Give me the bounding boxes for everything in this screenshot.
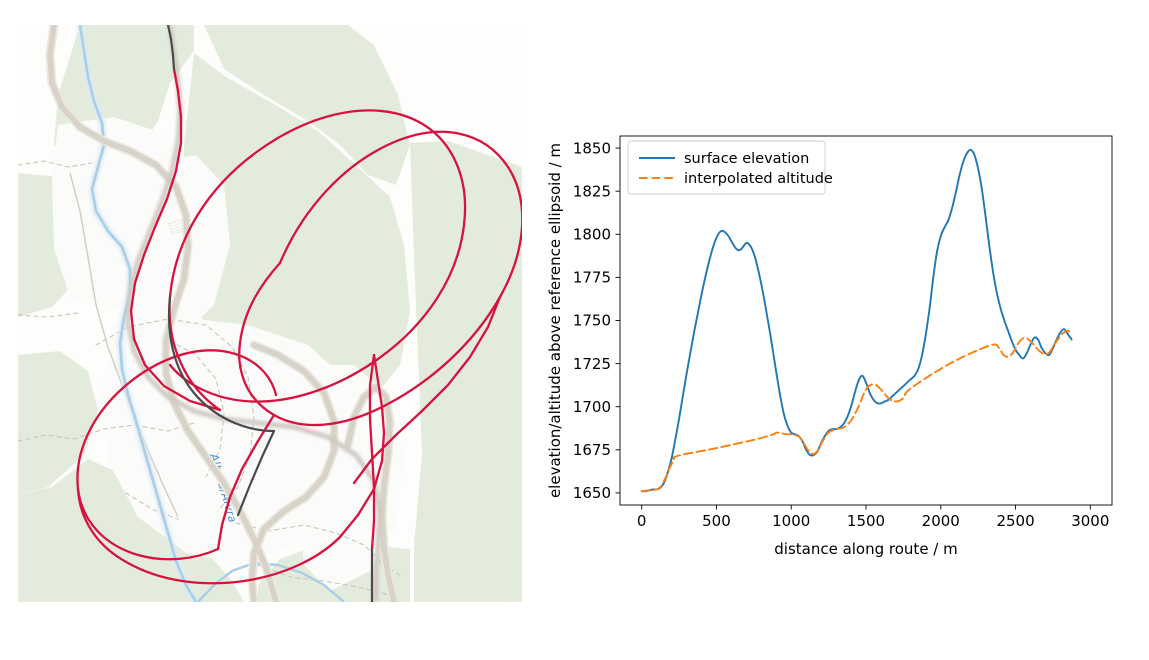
railway-tunnel (166, 25, 374, 602)
y-tick-label-3: 1725 (573, 355, 611, 373)
minor-track (69, 172, 179, 518)
x-tick-label-0: 0 (637, 512, 647, 530)
y-tick-label-8: 1850 (573, 139, 611, 157)
legend-label-2: interpolated altitude (684, 171, 833, 187)
y-tick-label-7: 1825 (573, 182, 611, 200)
legend-box (627, 140, 826, 195)
railway-route[interactable] (76, 67, 522, 585)
elevation-profile-chart[interactable]: 0 500 1000 1500 2000 2500 3000 1650 1675 1700 1725… (538, 110, 1138, 570)
x-tick-label-5: 2500 (996, 512, 1034, 530)
x-tick-label-3: 1500 (847, 512, 885, 530)
series-2-line (640, 329, 1073, 493)
x-tick-label-4: 2000 (922, 512, 960, 530)
series-1-line (640, 148, 1073, 493)
plot-frame (619, 135, 1113, 506)
y-tick-label-2: 1700 (573, 398, 611, 416)
y-axis-title: elevation/altitude above reference ellip… (546, 143, 564, 498)
map-panel[interactable]: Albula/Alvra (18, 25, 522, 602)
y-tick-label-6: 1800 (573, 225, 611, 243)
y-tick-label-1: 1675 (573, 441, 611, 459)
map-canvas[interactable]: Albula/Alvra (18, 25, 522, 602)
y-tick-label-0: 1650 (573, 484, 611, 502)
roads[interactable] (47, 25, 397, 602)
x-tick-label-6: 3000 (1071, 512, 1109, 530)
x-axis-title: distance along route / m (774, 540, 958, 558)
x-tick-label-1: 500 (702, 512, 731, 530)
building-marker (168, 218, 189, 235)
chart-canvas: 0 500 1000 1500 2000 2500 3000 1650 1675 1700 1725… (546, 135, 1113, 558)
y-tick-label-5: 1775 (573, 269, 611, 287)
legend-label-1: surface elevation (684, 151, 809, 167)
x-tick-label-2: 1000 (772, 512, 810, 530)
y-tick-label-4: 1750 (573, 312, 611, 330)
